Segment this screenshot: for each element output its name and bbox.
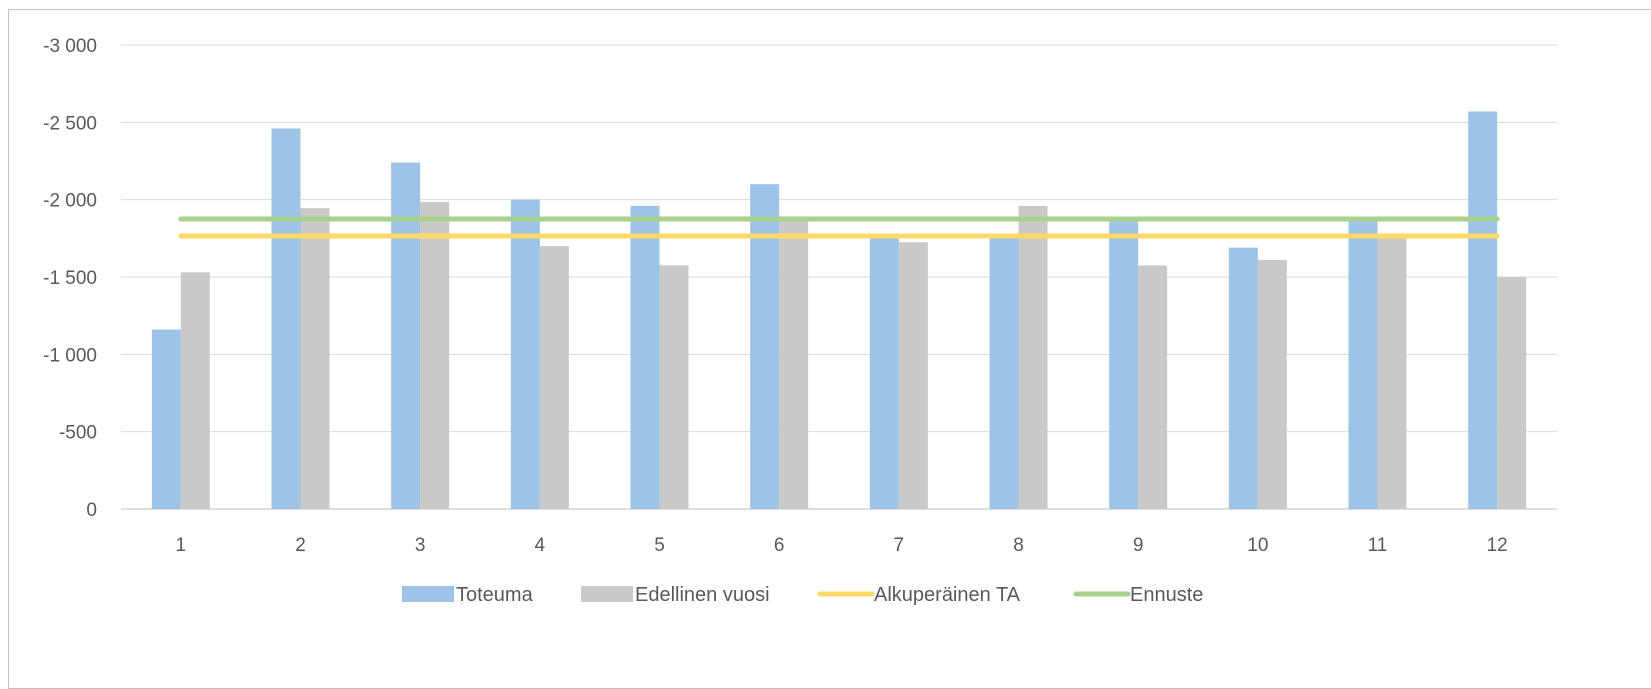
reference-lines (178, 216, 1500, 239)
legend-swatch (581, 586, 633, 602)
y-tick-label: -2 000 (43, 191, 97, 212)
bars (151, 111, 1527, 510)
x-tick-label: 5 (654, 535, 665, 556)
bar-edellinen-vuosi (1018, 205, 1048, 509)
x-tick-label: 8 (1013, 535, 1024, 556)
legend: Toteuma Edellinen vuosi Alkuperäinen TA Enn… (402, 584, 1203, 606)
x-tick-label: 2 (295, 535, 306, 556)
y-tick-label: -3 000 (43, 36, 97, 57)
y-tick-label: -500 (59, 423, 97, 444)
bar-toteuma (750, 184, 780, 509)
x-axis-tick-labels: 1 2 3 4 5 6 7 8 9 10 11 12 (176, 535, 1508, 556)
bar-edellinen-vuosi (1257, 259, 1287, 509)
bar-toteuma (510, 199, 540, 509)
bar-edellinen-vuosi (420, 201, 450, 509)
y-tick-label: 0 (86, 500, 97, 521)
bar-edellinen-vuosi (659, 265, 689, 509)
y-tick-label: -1 000 (43, 345, 97, 366)
x-tick-label: 12 (1487, 535, 1508, 556)
bar-toteuma (151, 329, 181, 509)
bar-edellinen-vuosi (779, 219, 809, 510)
x-tick-label: 7 (894, 535, 905, 556)
bar-edellinen-vuosi (1497, 277, 1527, 509)
gridlines (121, 44, 1557, 510)
bar-edellinen-vuosi (898, 242, 928, 509)
y-tick-label: -1 500 (43, 268, 97, 289)
y-tick-label: -2 500 (43, 113, 97, 134)
bar-toteuma (630, 205, 660, 509)
bar-toteuma (869, 238, 899, 510)
x-tick-label: 10 (1247, 535, 1268, 556)
bar-toteuma (1109, 221, 1139, 509)
legend-label: Toteuma (456, 584, 534, 606)
legend-label: Ennuste (1130, 584, 1203, 606)
bar-edellinen-vuosi (1377, 236, 1407, 509)
legend-label: Alkuperäinen TA (874, 584, 1021, 606)
x-tick-label: 1 (176, 535, 187, 556)
x-tick-label: 6 (774, 535, 785, 556)
bar-edellinen-vuosi (180, 272, 210, 509)
legend-swatch (402, 586, 454, 602)
bar-toteuma (1348, 221, 1378, 509)
bar-edellinen-vuosi (1138, 265, 1168, 509)
bar-toteuma (989, 236, 1019, 509)
x-tick-label: 3 (415, 535, 426, 556)
bar-edellinen-vuosi (300, 208, 330, 509)
x-tick-label: 9 (1133, 535, 1144, 556)
bar-toteuma (391, 162, 421, 509)
bar-toteuma (1228, 247, 1258, 509)
legend-label: Edellinen vuosi (635, 584, 770, 606)
x-tick-label: 11 (1368, 535, 1388, 556)
y-axis-tick-labels: -3 000 -2 500 -2 000 -1 500 -1 000 -500 0 (43, 36, 97, 521)
bar-toteuma (1468, 111, 1498, 510)
bar-toteuma (271, 128, 301, 509)
x-tick-label: 4 (535, 535, 546, 556)
bar-edellinen-vuosi (539, 246, 569, 510)
